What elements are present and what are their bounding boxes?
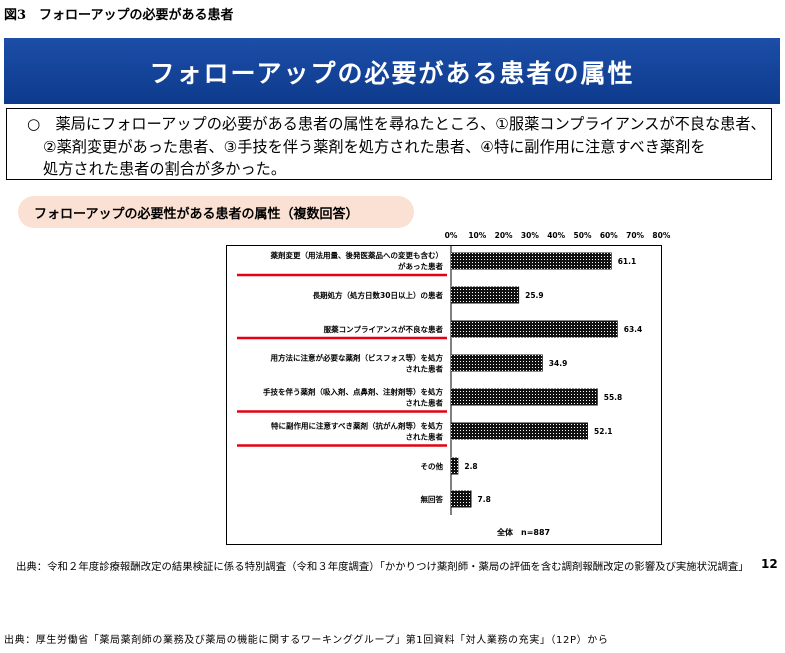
bar (451, 354, 543, 372)
bar (451, 388, 598, 406)
figure-label: 図3 フォローアップの必要がある患者 (4, 8, 234, 23)
bar-chart: 0% 10% 20% 30% 40% 50% 60% 70% 80% 薬剤変更（用法用量、後発医… (237, 231, 671, 537)
category-label: 無回答 (421, 494, 444, 504)
category-label: 長期処方（処方日数30日以上）の患者 (313, 290, 444, 300)
summary-line: 処方された患者の割合が多かった。 (43, 160, 286, 178)
chart-heading-pill: フォローアップの必要性がある患者の属性（複数回答） (18, 196, 414, 228)
chart-heading: フォローアップの必要性がある患者の属性（複数回答） (34, 207, 359, 222)
category-label: 服薬コンプライアンスが不良な患者 (324, 324, 444, 334)
data-label: 52.1 (594, 427, 613, 436)
x-tick-label: 40% (547, 231, 565, 240)
x-tick-label: 70% (626, 231, 644, 240)
data-label: 34.9 (549, 359, 568, 368)
x-tick-label: 0% (445, 231, 458, 240)
chart-frame (226, 245, 662, 545)
category-label: 用方法に注意が必要な薬剤（ビスフォス等）を処方 (271, 353, 444, 363)
bar (451, 286, 520, 304)
category-label: 特に副作用に注意すべき薬剤（抗がん剤等）を処方 (271, 421, 443, 431)
x-tick-label: 30% (521, 231, 539, 240)
category-label: された患者 (406, 432, 444, 442)
category-label: その他 (421, 461, 444, 471)
category-label: された患者 (406, 398, 444, 408)
banner-title: フォローアップの必要がある患者の属性 (149, 59, 635, 88)
summary-line: ○ 薬局にフォローアップの必要がある患者の属性を尋ねたところ、①服薬コンプライア… (27, 115, 766, 133)
category-label: 手技を伴う薬剤（吸入剤、点鼻剤、注射剤等）を処方 (263, 387, 443, 397)
x-tick-label: 80% (652, 231, 670, 240)
data-label: 63.4 (624, 325, 643, 334)
page-number: 12 (761, 557, 778, 571)
category-label: された患者 (406, 364, 444, 374)
summary-box: ○ 薬局にフォローアップの必要がある患者の属性を尋ねたところ、①服薬コンプライア… (6, 108, 772, 180)
data-label: 25.9 (525, 291, 544, 300)
title-banner: フォローアップの必要がある患者の属性 (4, 38, 780, 104)
bar (451, 422, 589, 440)
summary-line: ②薬剤変更があった患者、③手技を伴う薬剤を処方された患者、④特に副作用に注意すべ… (43, 137, 706, 156)
source-note: 出典：令和２年度診療報酬改定の結果検証に係る特別調査（令和３年度調査）「かかりつ… (16, 561, 749, 573)
data-label: 55.8 (604, 393, 623, 402)
bar (451, 490, 472, 508)
data-label: 2.8 (464, 462, 477, 471)
x-tick-label: 20% (495, 231, 513, 240)
x-tick-label: 60% (600, 231, 618, 240)
data-label: 61.1 (618, 257, 637, 266)
bar (451, 457, 459, 475)
x-tick-label: 10% (468, 231, 486, 240)
category-label: 薬剤変更（用法用量、後発医薬品への変更も含む） (271, 250, 444, 260)
bar (451, 252, 612, 270)
total-note: 全体 n=887 (496, 527, 550, 537)
bar (451, 320, 618, 338)
footer-source: 出典：厚生労働省「薬局薬剤師の業務及び薬局の機能に関するワーキンググループ」第1… (4, 635, 609, 646)
x-tick-label: 50% (574, 231, 592, 240)
data-label: 7.8 (478, 495, 491, 504)
category-label: があった患者 (398, 261, 443, 271)
